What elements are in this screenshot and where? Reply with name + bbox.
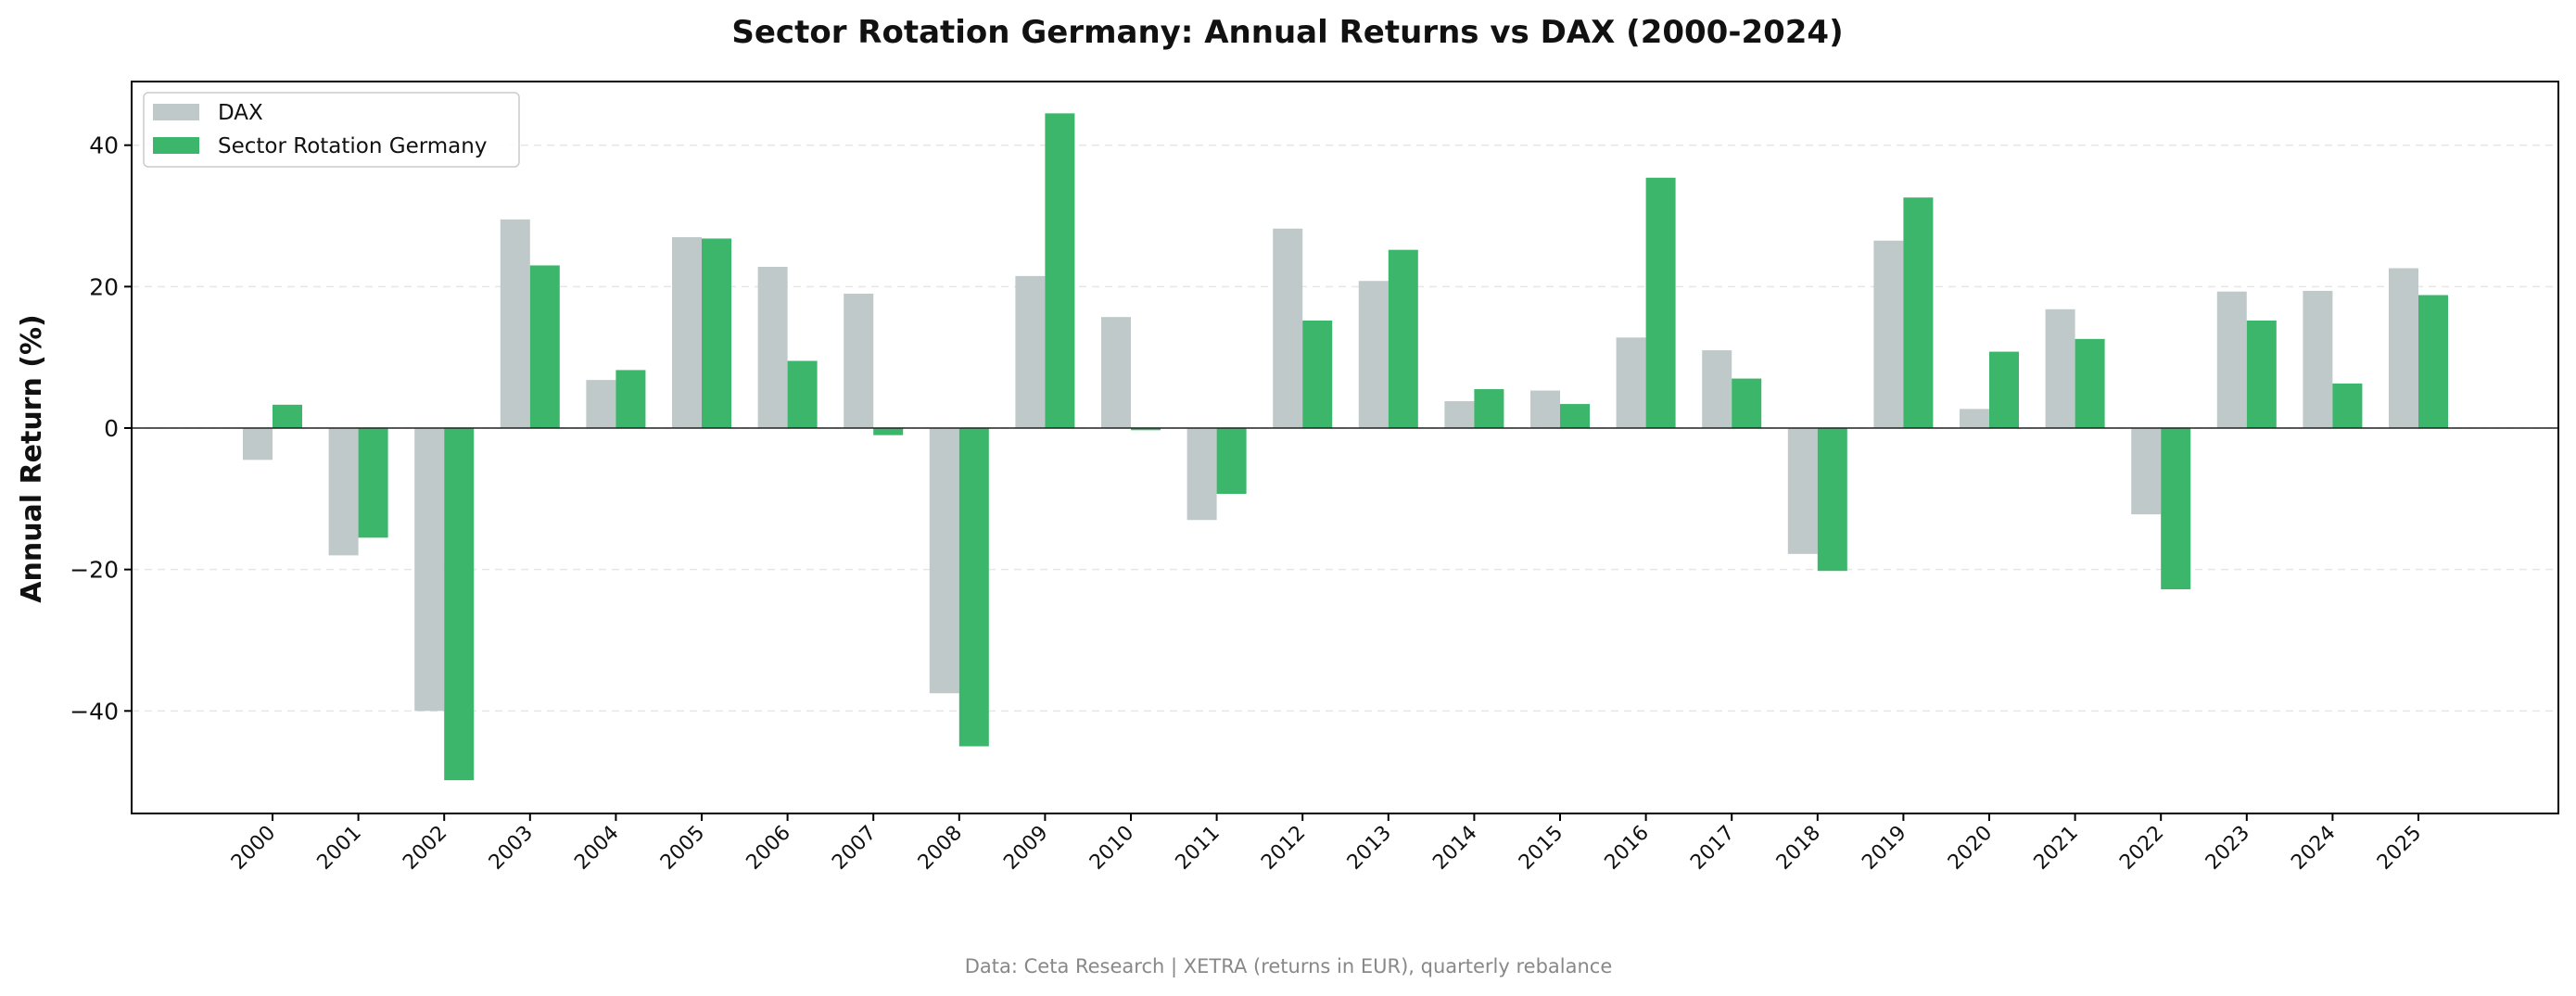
x-tick-label: 2020 [1944, 822, 1997, 875]
x-tick-label: 2003 [485, 822, 538, 875]
bar-sector-rotation-2017 [1732, 378, 1762, 429]
bar-dax-2018 [1787, 428, 1818, 554]
x-tick-label: 2002 [399, 822, 451, 875]
y-tick-label: −40 [70, 698, 119, 725]
bar-sector-rotation-2013 [1388, 249, 1418, 429]
legend-box [143, 92, 520, 168]
bar-dax-2025 [2389, 268, 2418, 429]
bar-sector-rotation-2023 [2246, 320, 2277, 429]
bar-sector-rotation-2022 [2161, 428, 2191, 590]
legend-swatch [153, 137, 199, 154]
bar-dax-2007 [844, 293, 874, 429]
x-tick-label: 2025 [2373, 822, 2426, 875]
bar-sector-rotation-2020 [1989, 351, 2019, 429]
x-tick-label: 2018 [1772, 822, 1825, 875]
bar-dax-2022 [2131, 428, 2162, 515]
bar-dax-2019 [1873, 240, 1904, 429]
x-tick-label: 2000 [227, 822, 280, 875]
legend-swatch [153, 104, 199, 120]
bar-dax-2006 [757, 266, 788, 429]
bar-sector-rotation-2024 [2332, 383, 2363, 429]
x-tick-label: 2022 [2115, 822, 2168, 875]
x-tick-label: 2011 [1172, 822, 1225, 875]
bar-dax-2001 [328, 428, 359, 556]
x-tick-label: 2019 [1858, 822, 1910, 875]
x-tick-label: 2016 [1601, 822, 1654, 875]
bar-sector-rotation-2019 [1903, 197, 1934, 429]
bar-sector-rotation-2001 [358, 428, 388, 538]
bar-sector-rotation-2006 [787, 360, 818, 429]
x-tick-label: 2006 [742, 822, 795, 875]
bar-dax-2014 [1444, 401, 1475, 429]
legend-label: Sector Rotation Germany [218, 134, 487, 158]
y-axis-label: Annual Return (%) [16, 314, 48, 602]
bar-sector-rotation-2000 [273, 404, 302, 429]
bar-sector-rotation-2015 [1560, 404, 1590, 429]
bar-sector-rotation-2005 [702, 238, 731, 429]
bar-sector-rotation-2002 [444, 428, 475, 781]
bar-dax-2011 [1186, 428, 1217, 521]
x-tick-label: 2013 [1343, 822, 1396, 875]
bar-sector-rotation-2004 [615, 370, 646, 429]
bar-sector-rotation-2003 [529, 265, 560, 429]
x-tick-label: 2007 [828, 822, 881, 875]
x-tick-label: 2005 [656, 822, 709, 875]
x-tick-label: 2001 [313, 822, 366, 875]
x-tick-label: 2017 [1686, 822, 1739, 875]
legend: DAX Sector Rotation Germany [143, 92, 520, 168]
bar-dax-2016 [1616, 337, 1646, 429]
bar-dax-2004 [586, 380, 616, 429]
x-tick-label: 2008 [914, 822, 967, 875]
bar-dax-2015 [1530, 390, 1560, 429]
x-tick-label: 2021 [2030, 822, 2083, 875]
bar-dax-2005 [672, 236, 702, 429]
bar-sector-rotation-2018 [1817, 428, 1847, 572]
bar-sector-rotation-2009 [1045, 113, 1075, 429]
y-tick-label: 40 [89, 132, 119, 159]
bar-sector-rotation-2008 [958, 428, 989, 747]
bar-sector-rotation-2010 [1131, 428, 1161, 431]
x-tick-label: 2010 [1085, 822, 1138, 875]
y-tick-label: 20 [89, 273, 119, 300]
bar-sector-rotation-2007 [873, 428, 904, 435]
bar-dax-2021 [2045, 309, 2075, 429]
bar-sector-rotation-2014 [1474, 389, 1504, 429]
bar-dax-2000 [243, 428, 273, 460]
bar-dax-2003 [500, 219, 530, 429]
x-tick-label: 2004 [570, 822, 623, 875]
bar-dax-2024 [2303, 290, 2333, 429]
bars [243, 113, 2448, 781]
x-tick-label: 2012 [1257, 822, 1310, 875]
bar-sector-rotation-2016 [1645, 177, 1676, 429]
x-tick-label: 2009 [999, 822, 1052, 875]
bar-dax-2002 [414, 428, 445, 712]
plot-frame [131, 81, 2559, 814]
x-tick-label: 2014 [1428, 822, 1481, 875]
bar-dax-2020 [1960, 409, 1989, 429]
x-tick-label: 2015 [1515, 822, 1567, 875]
chart-title: Sector Rotation Germany: Annual Returns … [731, 14, 1843, 51]
y-tick-label: −20 [70, 557, 119, 584]
chart-caption: Data: Ceta Research | XETRA (returns in … [965, 955, 1613, 978]
legend-label: DAX [218, 101, 263, 125]
bar-sector-rotation-2025 [2418, 295, 2448, 429]
bar-dax-2009 [1015, 275, 1046, 429]
bar-sector-rotation-2012 [1302, 320, 1333, 429]
bar-dax-2008 [929, 428, 959, 694]
y-tick-label: 0 [104, 415, 119, 442]
bar-dax-2023 [2216, 291, 2247, 429]
bar-sector-rotation-2011 [1216, 428, 1247, 494]
bar-dax-2013 [1358, 281, 1389, 429]
bar-dax-2017 [1702, 350, 1732, 429]
x-tick-label: 2023 [2202, 822, 2254, 875]
bar-dax-2010 [1101, 317, 1131, 429]
bar-sector-rotation-2021 [2075, 338, 2105, 429]
x-tick-label: 2024 [2287, 822, 2340, 875]
bar-dax-2012 [1273, 228, 1303, 429]
